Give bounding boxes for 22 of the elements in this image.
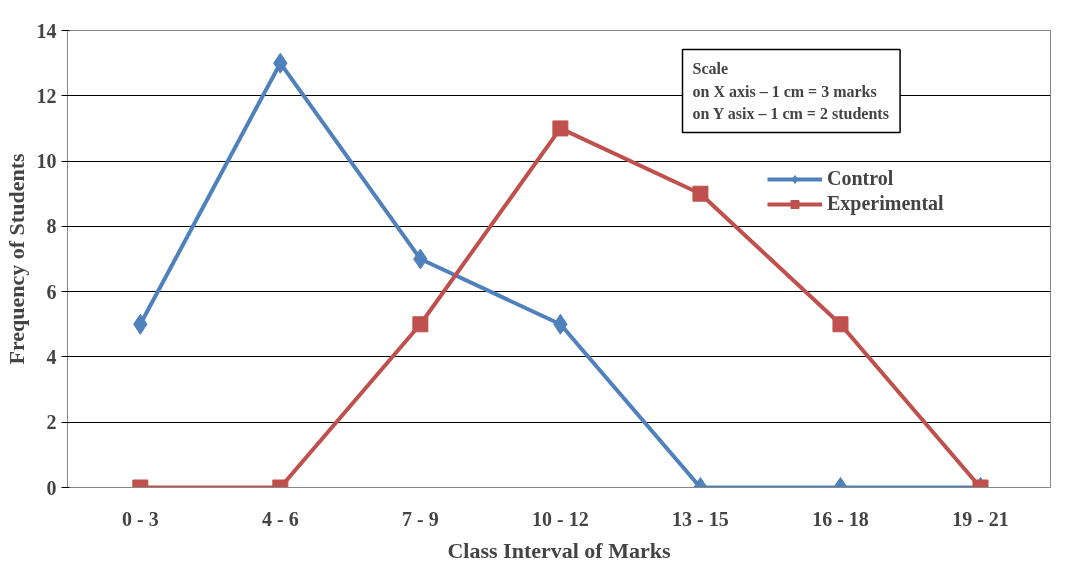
x-tick-label: 7 - 9 bbox=[402, 507, 439, 530]
x-tick-label: 16 - 18 bbox=[812, 507, 869, 530]
x-axis-title: Class Interval of Marks bbox=[447, 537, 671, 563]
legend-label: Experimental bbox=[827, 192, 944, 215]
y-tick-label: 10 bbox=[36, 150, 57, 173]
x-tick-label: 0 - 3 bbox=[121, 507, 159, 530]
y-tick-label: 12 bbox=[36, 84, 57, 107]
y-tick-label: 8 bbox=[46, 215, 57, 238]
y-tick-label: 6 bbox=[46, 280, 57, 303]
point bbox=[692, 185, 709, 202]
x-tick-label: 10 - 12 bbox=[532, 507, 589, 530]
annotation: Scale on X axis – 1 cm = 3 marks on Y asix – 1 cm = 2 students bbox=[692, 59, 889, 123]
legend-label: Control bbox=[827, 167, 894, 190]
y-tick-label: 4 bbox=[46, 345, 57, 368]
y-axis-title: Frequency of Students bbox=[3, 153, 29, 365]
y-tick-label: 2 bbox=[46, 411, 57, 434]
x-tick-label: 13 - 15 bbox=[672, 507, 729, 530]
x-tick-label: 4 - 6 bbox=[262, 507, 299, 530]
y-tick-label: 14 bbox=[36, 19, 57, 42]
point bbox=[552, 120, 569, 137]
x-tick-label: 19 - 21 bbox=[952, 507, 1009, 530]
y-tick-label: 0 bbox=[46, 476, 57, 499]
